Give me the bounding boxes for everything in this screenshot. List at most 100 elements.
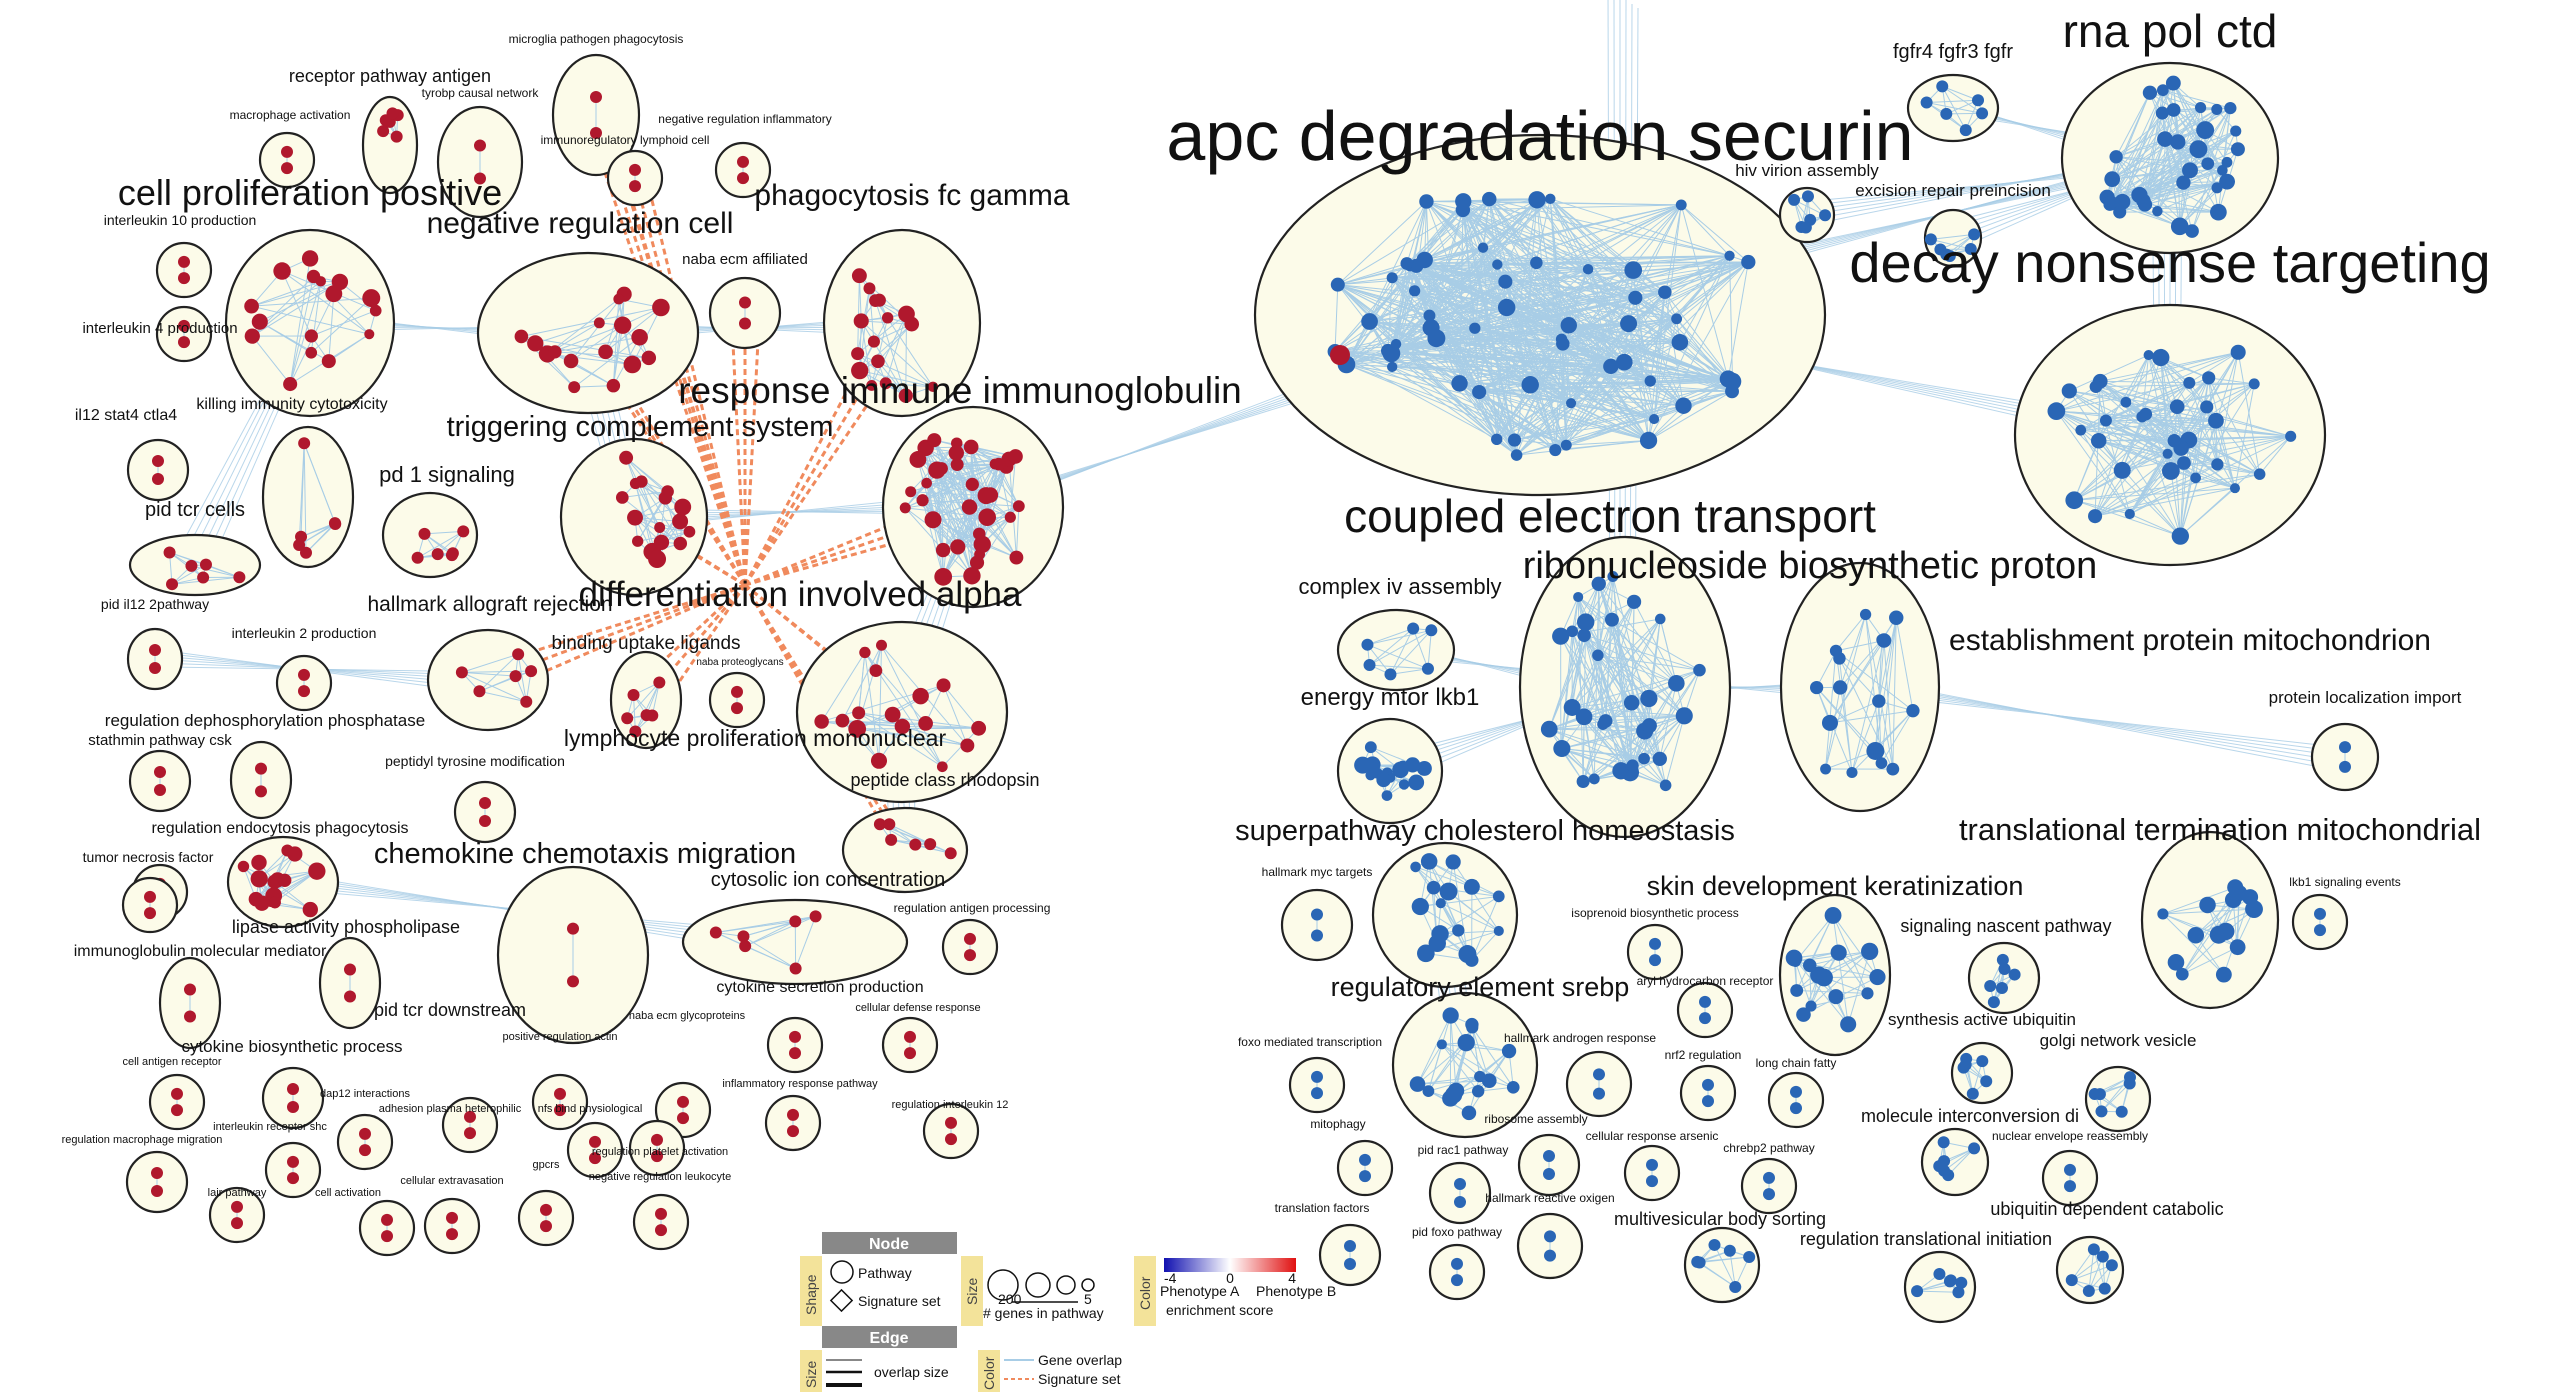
- cluster-superpath: [1371, 841, 1519, 989]
- cluster-label-arylh: aryl hydrocarbon receptor: [1637, 974, 1774, 988]
- cluster-label-translfactors: translation factors: [1275, 1201, 1370, 1215]
- pathway-node: [2061, 383, 2077, 399]
- pathway-node: [1658, 285, 1672, 299]
- cluster-label-tyrobp: tyrobp causal network: [422, 86, 540, 100]
- gene-overlap-edge: [2094, 477, 2196, 517]
- pathway-node: [540, 1220, 552, 1233]
- gene-overlap-edge: [1395, 201, 1427, 345]
- pathway-node: [879, 377, 892, 390]
- pathway-node: [1361, 638, 1374, 651]
- pathway-node: [2166, 103, 2181, 117]
- gene-overlap-edge: [1488, 198, 1589, 270]
- gene-overlap-edge: [1585, 621, 1646, 732]
- pathway-node: [381, 1230, 393, 1243]
- gene-overlap-edge: [2179, 487, 2236, 537]
- gene-overlap-edge: [2188, 383, 2255, 441]
- pathway-node: [1620, 315, 1638, 333]
- gene-overlap-edge: [1463, 200, 1730, 257]
- cluster-label-il4: interleukin 4 production: [82, 320, 237, 337]
- pathway-node: [248, 891, 264, 907]
- gene-overlap-edge: [1488, 198, 1733, 392]
- pathway-node: [871, 354, 885, 369]
- legend-pathway-icon: [830, 1260, 854, 1284]
- gene-overlap-edge: [1334, 255, 1730, 352]
- gene-overlap-edge: [1582, 715, 1685, 782]
- gene-overlap-edge: [2182, 946, 2238, 975]
- gene-overlap-edge: [1832, 915, 1849, 1025]
- pathway-node: [512, 648, 525, 661]
- pathway-node: [731, 702, 743, 715]
- pathway-node: [1344, 1258, 1356, 1270]
- pathway-node: [1364, 756, 1381, 773]
- gene-overlap-edge: [2156, 107, 2231, 212]
- gene-overlap-edge: [1571, 583, 1600, 632]
- pathway-node: [1693, 1256, 1706, 1269]
- gene-overlap-edge: [1415, 866, 1499, 897]
- pathway-node: [1545, 193, 1556, 205]
- pathway-node: [1454, 1196, 1466, 1208]
- cluster-label-regil12: regulation interleukin 12: [892, 1099, 1009, 1111]
- pathway-node: [1400, 257, 1414, 270]
- cluster-label-myc: hallmark myc targets: [1262, 865, 1373, 879]
- gene-overlap-edge: [2174, 383, 2255, 442]
- pathway-node: [2082, 1285, 2095, 1298]
- pathway-node: [1790, 984, 1804, 997]
- pathway-node: [904, 1047, 916, 1060]
- cluster-label-macroact: macrophage activation: [230, 108, 351, 122]
- gene-overlap-edge: [1554, 269, 1634, 451]
- gene-overlap-edge: [2121, 440, 2175, 471]
- pathway-node: [369, 304, 382, 317]
- pathway-node: [281, 145, 293, 158]
- pathway-node: [2065, 491, 2084, 510]
- pathway-node: [233, 571, 246, 584]
- pathway-node: [1805, 1000, 1817, 1012]
- gene-overlap-edge: [1417, 1042, 1467, 1085]
- gene-overlap-edge: [926, 482, 983, 545]
- gene-overlap-edge: [1611, 619, 1700, 671]
- gene-overlap-edge: [1664, 291, 1733, 382]
- gene-overlap-edge: [1699, 1256, 1750, 1264]
- pathway-node: [2211, 103, 2223, 115]
- pathway-node: [1390, 338, 1402, 350]
- pathway-node: [2230, 142, 2245, 157]
- pathway-node: [1451, 1257, 1463, 1270]
- gene-overlap-edge: [2208, 377, 2261, 475]
- gene-overlap-edge: [1516, 402, 1572, 456]
- pathway-node: [787, 1108, 799, 1121]
- pathway-node: [2008, 968, 2021, 981]
- cluster-label-hiv: hiv virion assembly: [1735, 161, 1879, 180]
- pathway-node: [589, 1135, 601, 1148]
- gene-overlap-edge: [1462, 201, 1518, 456]
- pathway-node: [2115, 1105, 2128, 1118]
- gene-overlap-edge: [1367, 629, 1432, 646]
- gene-overlap-edge: [1549, 720, 1606, 730]
- gene-overlap-edge: [1462, 200, 1570, 326]
- gene-overlap-edge: [1337, 255, 1730, 286]
- clusters-layer: [121, 53, 2380, 1324]
- gene-overlap-edge: [1334, 198, 1490, 352]
- gene-overlap-edge: [2129, 470, 2172, 515]
- pathway-node: [1474, 1070, 1486, 1083]
- cluster-label-inflresp: inflammatory response pathway: [722, 1078, 878, 1090]
- gene-overlap-edge: [2094, 377, 2210, 517]
- cluster-peptide: [841, 806, 969, 894]
- gene-overlap-edge: [1566, 439, 1649, 446]
- pathway-node: [2065, 1274, 2078, 1287]
- pathway-node: [1012, 500, 1025, 513]
- pathway-node: [1598, 714, 1613, 728]
- pathway-node: [1555, 743, 1567, 755]
- gene-overlap-edge: [1560, 631, 1573, 750]
- gene-overlap-edge: [1479, 391, 1649, 441]
- gene-overlap-edge: [1478, 338, 1562, 393]
- legend-scale-min: -4: [1164, 1270, 1177, 1286]
- pathway-node: [683, 525, 696, 538]
- pathway-node: [2152, 348, 2170, 367]
- gene-overlap-edge: [303, 443, 336, 525]
- gene-overlap-edge: [1549, 198, 1666, 293]
- pathway-node: [737, 172, 749, 185]
- gene-overlap-edge: [1406, 263, 1572, 404]
- gene-overlap-edge: [1415, 866, 1500, 932]
- pathway-node: [950, 539, 966, 555]
- pathway-node: [653, 534, 670, 551]
- pathway-node: [1615, 353, 1633, 371]
